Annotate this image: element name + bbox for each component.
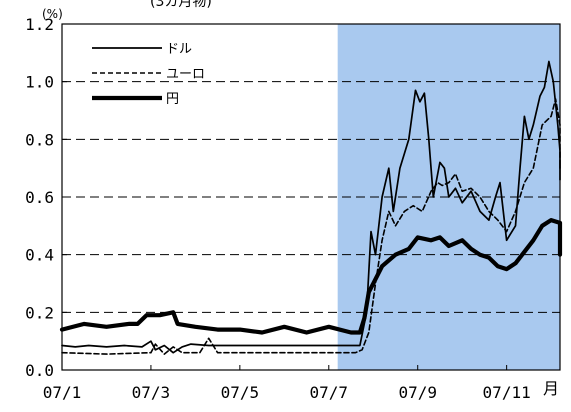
y-tick-label: 1.0 bbox=[25, 73, 54, 92]
x-tick-label: 07/11 bbox=[483, 383, 531, 402]
x-tick-label: 07/5 bbox=[221, 383, 260, 402]
legend-label: 円 bbox=[166, 92, 179, 107]
x-tick-label: 07/9 bbox=[398, 383, 437, 402]
y-tick-label: 0.2 bbox=[25, 303, 54, 322]
x-tick-label: 07/7 bbox=[310, 383, 349, 402]
y-tick-label: 0.6 bbox=[25, 188, 54, 207]
y-axis-tick-labels: 0.0 0.2 0.4 0.6 0.8 1.0 1.2 bbox=[25, 15, 67, 380]
x-axis-label: 月 bbox=[543, 379, 559, 398]
x-tick-label: 07/1 bbox=[43, 383, 82, 402]
y-tick-label: 0.4 bbox=[25, 246, 54, 265]
series-line-thin-solid bbox=[61, 60, 561, 354]
chart-title: (3カ月物) bbox=[150, 0, 212, 10]
unit-label: (%) bbox=[42, 7, 63, 21]
series-line-thick-solid bbox=[59, 218, 563, 335]
legend-label: ユーロ bbox=[166, 67, 205, 82]
legend-label: ドル bbox=[166, 42, 192, 57]
x-axis-tick-labels: 07/1 07/3 07/5 07/7 07/9 07/11 bbox=[43, 365, 531, 402]
series-line-dashed bbox=[61, 98, 561, 355]
y-tick-label: 1.2 bbox=[25, 15, 54, 34]
x-tick-label: 07/3 bbox=[132, 383, 171, 402]
y-tick-label: 0.0 bbox=[25, 361, 54, 380]
y-tick-label: 0.8 bbox=[25, 130, 54, 149]
series-lines bbox=[59, 60, 563, 355]
